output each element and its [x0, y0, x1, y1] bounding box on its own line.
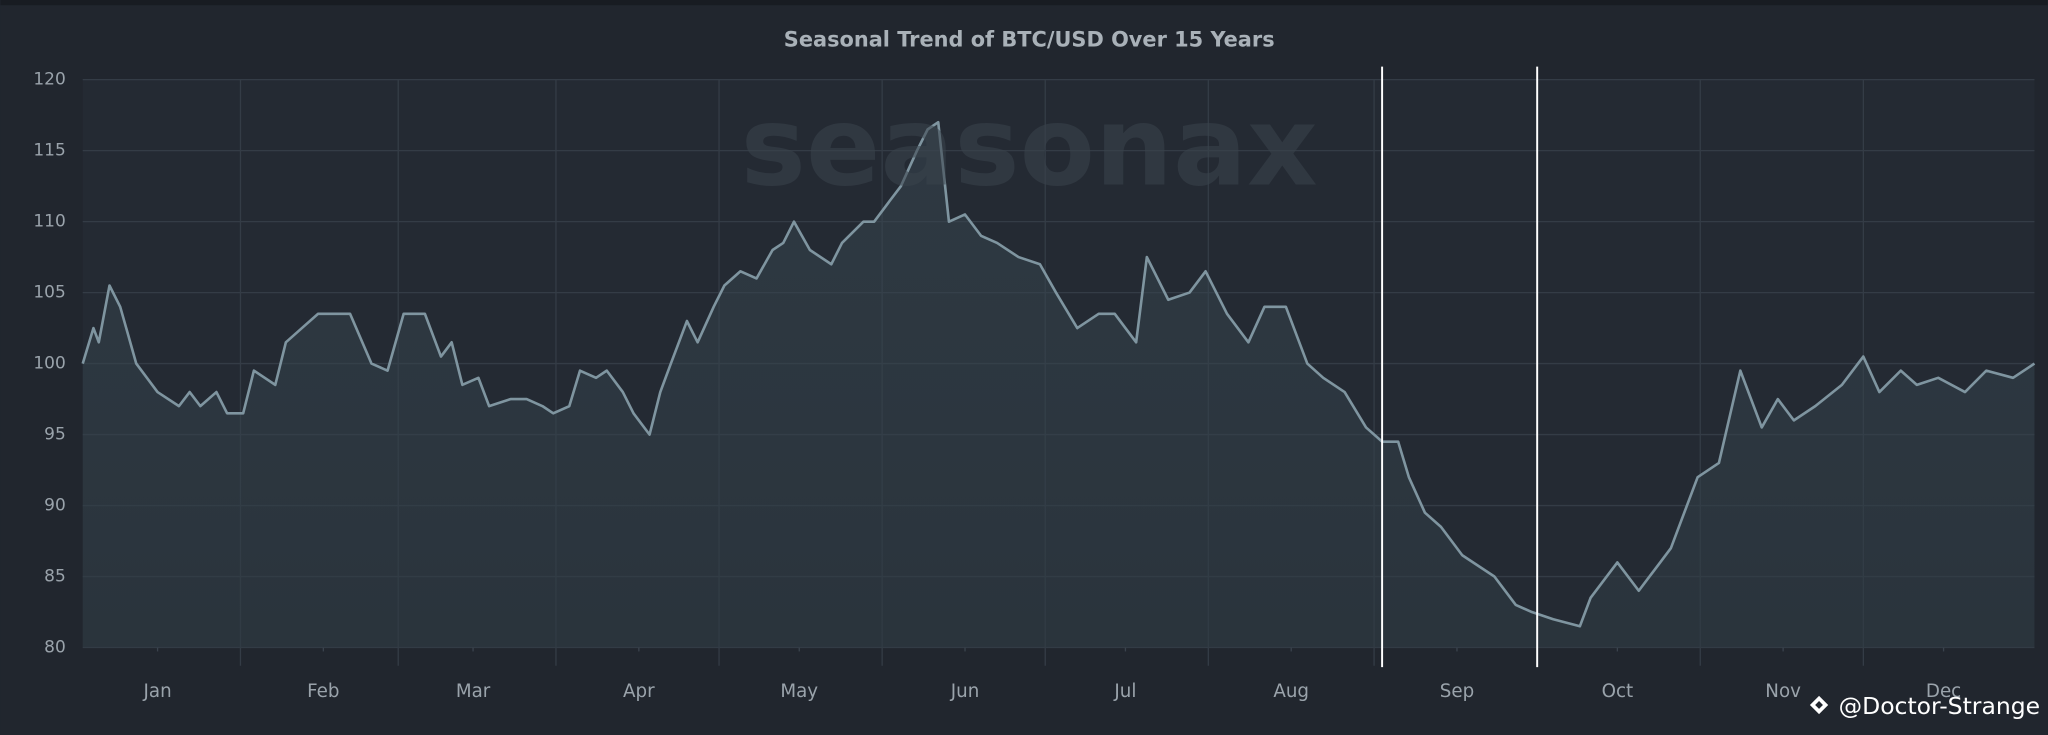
x-tick-label: Jun	[950, 681, 980, 702]
y-tick-label: 85	[44, 567, 66, 587]
y-tick-label: 105	[33, 283, 65, 303]
x-tick-label: Mar	[456, 681, 491, 702]
credit-icon	[1809, 695, 1829, 715]
y-tick-label: 100	[33, 354, 65, 374]
y-tick-label: 90	[44, 496, 66, 516]
axes: 80 85 90 95 100 105 110 115 120 Jan Feb Mar Apr May Ju…	[33, 66, 2036, 702]
x-tick-label: Sep	[1440, 681, 1474, 702]
y-tick-label: 80	[44, 638, 66, 658]
y-tick-label: 115	[33, 141, 65, 161]
area	[82, 122, 2035, 648]
x-tick-label: Oct	[1602, 681, 1634, 702]
x-tick-label: Apr	[623, 681, 655, 702]
y-tick-label: 95	[44, 425, 66, 445]
x-tick-label: Jul	[1113, 681, 1136, 702]
watermark: seasonax	[741, 82, 1318, 210]
chart-title: Seasonal Trend of BTC/USD Over 15 Years	[784, 27, 1275, 51]
x-tick-label: Aug	[1273, 681, 1309, 702]
x-tick-label: Dec	[1926, 681, 1961, 702]
top-strip	[0, 0, 2048, 6]
x-tick-label: Feb	[307, 681, 339, 702]
line	[81, 120, 2036, 628]
x-tick-label: May	[780, 681, 818, 702]
x-tick-label: Jan	[143, 681, 172, 702]
credit-badge: @Doctor-Strange	[1809, 692, 2040, 720]
credit: @Doctor-Strange	[1839, 692, 2040, 720]
y-tick-label: 120	[33, 70, 65, 90]
x-tick-label: Nov	[1765, 681, 1801, 702]
y-tick-label: 110	[33, 212, 65, 232]
